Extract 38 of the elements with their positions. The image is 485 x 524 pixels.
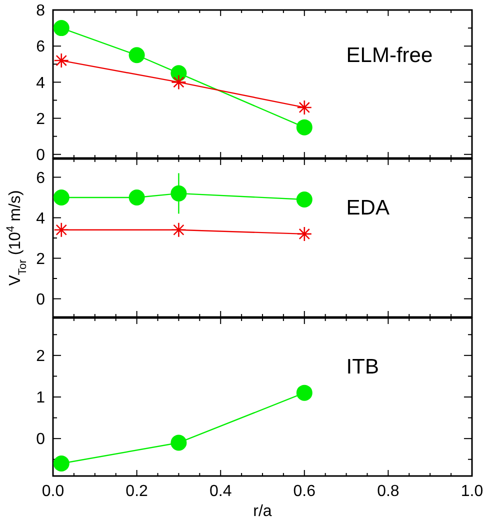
point (53, 456, 70, 472)
point (128, 47, 145, 64)
point (128, 189, 145, 206)
point (296, 100, 312, 116)
y-tick-label: 0 (36, 291, 46, 308)
y-tick-label: 1 (36, 390, 46, 407)
y-tick-label: 8 (36, 2, 46, 20)
point (296, 192, 312, 208)
x-tick-label: 0.2 (126, 483, 148, 500)
x-axis-title: r/a (253, 503, 272, 520)
annotation: ITB (346, 355, 379, 378)
x-tick-label: 0.8 (377, 483, 400, 500)
point (296, 119, 312, 136)
y-tick-label: 0 (36, 431, 46, 448)
x-tick-label: 0.4 (209, 483, 232, 500)
point (53, 20, 70, 36)
annotation: ELM-free (346, 44, 433, 67)
point (296, 226, 312, 242)
x-tick-label: 0.6 (293, 483, 316, 500)
point (53, 189, 70, 206)
y-tick-label: 2 (36, 250, 46, 268)
y-tick-label: 2 (36, 348, 46, 366)
y-tick-label: 2 (36, 110, 46, 128)
y-tick-label: 6 (36, 38, 46, 56)
point (170, 434, 187, 451)
y-tick-label: 4 (36, 74, 46, 92)
point (171, 74, 186, 90)
x-tick-label: 1.0 (460, 483, 484, 500)
point (296, 384, 312, 401)
y-tick-label: 6 (36, 170, 46, 187)
y-tick-label: 0 (36, 146, 46, 164)
point (54, 222, 70, 238)
point (171, 222, 186, 238)
annotation: EDA (346, 196, 390, 220)
x-tick-label: 0.0 (42, 483, 64, 500)
point (170, 185, 187, 202)
point (54, 52, 70, 68)
y-tick-label: 4 (36, 210, 46, 228)
